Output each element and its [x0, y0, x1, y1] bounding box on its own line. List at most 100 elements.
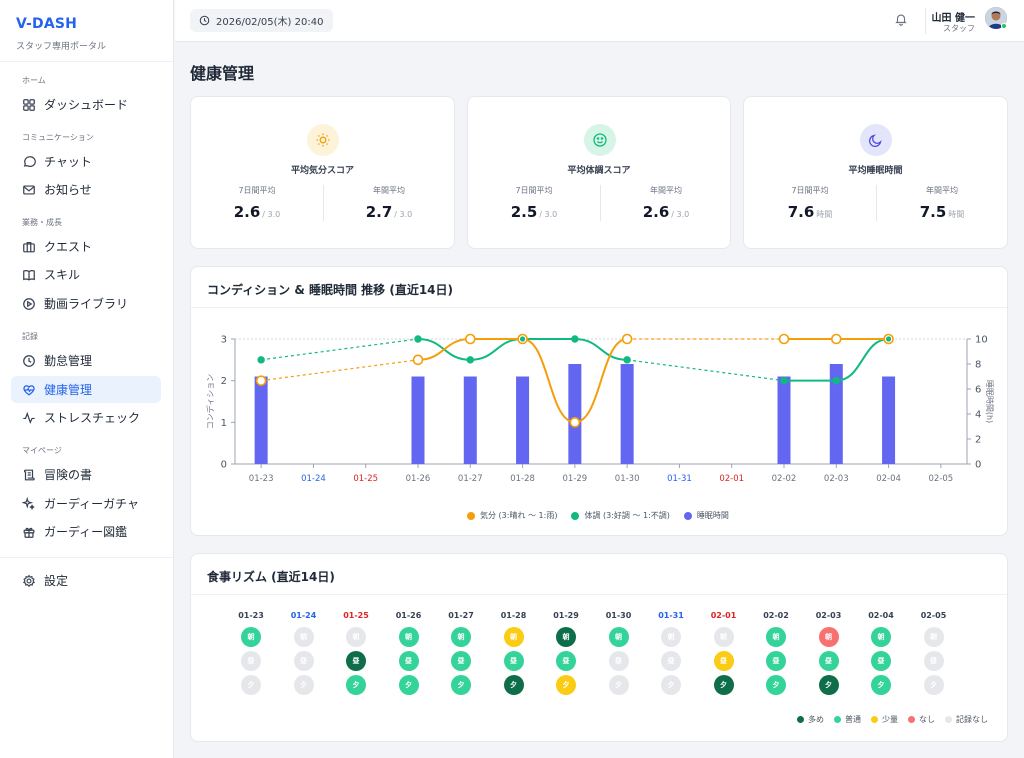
- meal-badge: 夕: [766, 675, 786, 695]
- bar-sleep: [777, 376, 791, 464]
- sidebar-item-skill[interactable]: スキル: [11, 261, 161, 288]
- meal-rhythm-card: 食事リズム (直近14日) 01-23 朝昼夕 01-24 朝昼夕 01-25 朝昼夕 01…: [190, 553, 1008, 742]
- card-title: 食事リズム (直近14日): [191, 554, 1007, 595]
- line-segment-condition: [470, 338, 523, 361]
- sidebar-item-health[interactable]: 健康管理: [11, 376, 161, 403]
- meal-badge: 朝: [451, 627, 471, 647]
- meal-day-column: 01-23 朝昼夕: [231, 611, 271, 695]
- meal-badge: 昼: [556, 651, 576, 671]
- meal-badge: 朝: [608, 627, 629, 647]
- meal-badge: 夕: [923, 675, 944, 695]
- sidebar-item-adventure-book[interactable]: 冒険の書: [11, 461, 161, 488]
- user-name[interactable]: 山田 健一: [931, 13, 975, 24]
- stat-year: 年間平均 2.6/ 3.0: [600, 185, 732, 221]
- meal-badge: 夕: [608, 675, 629, 695]
- meal-day-column: 02-03 朝昼夕: [809, 611, 849, 695]
- brand-title[interactable]: V-DASH: [16, 16, 78, 32]
- moon-icon: [868, 134, 882, 148]
- meal-badge: 朝: [713, 627, 734, 647]
- dashboard-icon: [23, 98, 35, 111]
- meal-date-label: 01-30: [605, 611, 632, 620]
- stat-card-mood: 平均気分スコア 7日間平均 2.6/ 3.0 年間平均 2.7/ 3.0: [190, 96, 455, 249]
- point-mood: [412, 354, 424, 366]
- line-segment-condition: [836, 338, 889, 382]
- meal-badge: 昼: [871, 651, 891, 671]
- sidebar-item-gacha[interactable]: ガーディーガチャ: [11, 490, 161, 517]
- sidebar-item-attendance[interactable]: 勤怠管理: [11, 347, 161, 374]
- sidebar-item-quest[interactable]: クエスト: [11, 233, 161, 260]
- condition-chart-card: コンディション & 睡眠時間 推移 (直近14日) 0 1 2 3 0 2 4 6 8 10 コンデ…: [190, 266, 1008, 536]
- stat-week-value: 2.6: [233, 203, 261, 221]
- sidebar-item-stress-check[interactable]: ストレスチェック: [11, 404, 161, 431]
- y-tick-label-right: 10: [975, 335, 988, 346]
- meal-badge: 夕: [661, 675, 681, 695]
- y-tick-label-left: 1: [221, 418, 227, 429]
- sidebar-item-news[interactable]: お知らせ: [11, 176, 161, 203]
- sidebar-item-dashboard[interactable]: ダッシュボード: [11, 91, 161, 118]
- clock-icon: [23, 354, 35, 367]
- meal-date-label: 01-26: [395, 611, 422, 620]
- meal-date-label: 01-29: [553, 611, 579, 620]
- x-tick-label: 01-25: [353, 474, 378, 484]
- sidebar-item-encyclopedia[interactable]: ガーディー図鑑: [11, 518, 161, 545]
- brand: V-DASH スタッフ専用ポータル: [0, 0, 173, 62]
- point-condition-core: [624, 357, 630, 363]
- sidebar-item-label: ガーディー図鑑: [44, 525, 128, 539]
- sidebar-item-settings[interactable]: 設定: [11, 567, 161, 594]
- legend-label-condition: 体調 (3:好調 〜 1:不調): [584, 511, 670, 520]
- meal-legend-dot: [908, 716, 915, 723]
- sidebar-item-video-library[interactable]: 動画ライブラリ: [11, 290, 161, 317]
- stat-year-value: 2.7: [365, 203, 393, 221]
- meal-badge: 昼: [346, 651, 366, 671]
- stat-week-unit: 時間: [816, 210, 833, 219]
- smile-icon: [593, 133, 607, 147]
- stat-year-value: 7.5: [919, 203, 947, 221]
- nav-section-communication: コミュニケーション: [22, 133, 94, 142]
- meal-legend-label: 記録なし: [956, 715, 988, 724]
- meal-day-column: 01-24 朝昼夕: [284, 611, 324, 695]
- x-tick-label: 02-05: [929, 474, 954, 484]
- meal-legend-dot: [871, 716, 878, 723]
- topbar-separator: [925, 8, 926, 34]
- meal-date-label: 01-24: [290, 611, 317, 620]
- point-condition-core: [258, 357, 264, 363]
- online-status-dot: [1001, 23, 1007, 29]
- meal-badge: 夕: [346, 675, 366, 695]
- meal-badge: 夕: [451, 675, 471, 695]
- bar-sleep: [516, 376, 530, 464]
- bell-icon[interactable]: [894, 12, 908, 26]
- meal-date-label: 02-05: [920, 611, 947, 620]
- point-condition-core: [833, 378, 839, 384]
- meal-day-column: 01-31 朝昼夕: [651, 611, 691, 695]
- line-gap-mood: [261, 359, 419, 382]
- sidebar-item-label: 勤怠管理: [44, 354, 93, 368]
- card-title: コンディション & 睡眠時間 推移 (直近14日): [191, 267, 1007, 308]
- meal-date-label: 01-25: [343, 611, 369, 620]
- sidebar-item-label: 冒険の書: [44, 468, 93, 482]
- meal-day-column: 01-29 朝昼夕: [546, 611, 586, 695]
- meal-badge: 朝: [871, 627, 891, 647]
- meal-day-column: 02-02 朝昼夕: [756, 611, 796, 695]
- sidebar-item-label: ストレスチェック: [44, 411, 141, 425]
- point-condition-core: [781, 378, 787, 384]
- point-mood: [255, 375, 267, 386]
- meal-date-label: 02-04: [868, 611, 894, 620]
- sidebar-item-chat[interactable]: チャット: [11, 148, 161, 175]
- meal-day-column: 01-26 朝昼夕: [389, 611, 429, 695]
- y-tick-label-left: 0: [221, 460, 227, 471]
- meal-badge: 朝: [346, 627, 366, 647]
- sun-icon: [316, 133, 330, 147]
- stat-year-label: 年間平均: [373, 186, 405, 195]
- bar-sleep: [829, 364, 843, 464]
- heart-pulse-icon: [23, 384, 35, 396]
- x-tick-label: 01-24: [301, 474, 326, 484]
- sidebar-item-label: スキル: [44, 268, 81, 282]
- page-title: 健康管理: [190, 64, 255, 83]
- briefcase-icon: [23, 241, 35, 252]
- line-segment-condition: [574, 338, 628, 361]
- meal-badge: 昼: [713, 651, 734, 671]
- condition-chart: 0 1 2 3 0 2 4 6 8 10 コンディション 睡眠時間(h) 01-23 01-24 01-25…: [205, 333, 994, 484]
- meal-badge: 昼: [241, 651, 261, 671]
- y-tick-label-left: 3: [221, 335, 227, 346]
- sidebar-item-label: 設定: [44, 574, 69, 588]
